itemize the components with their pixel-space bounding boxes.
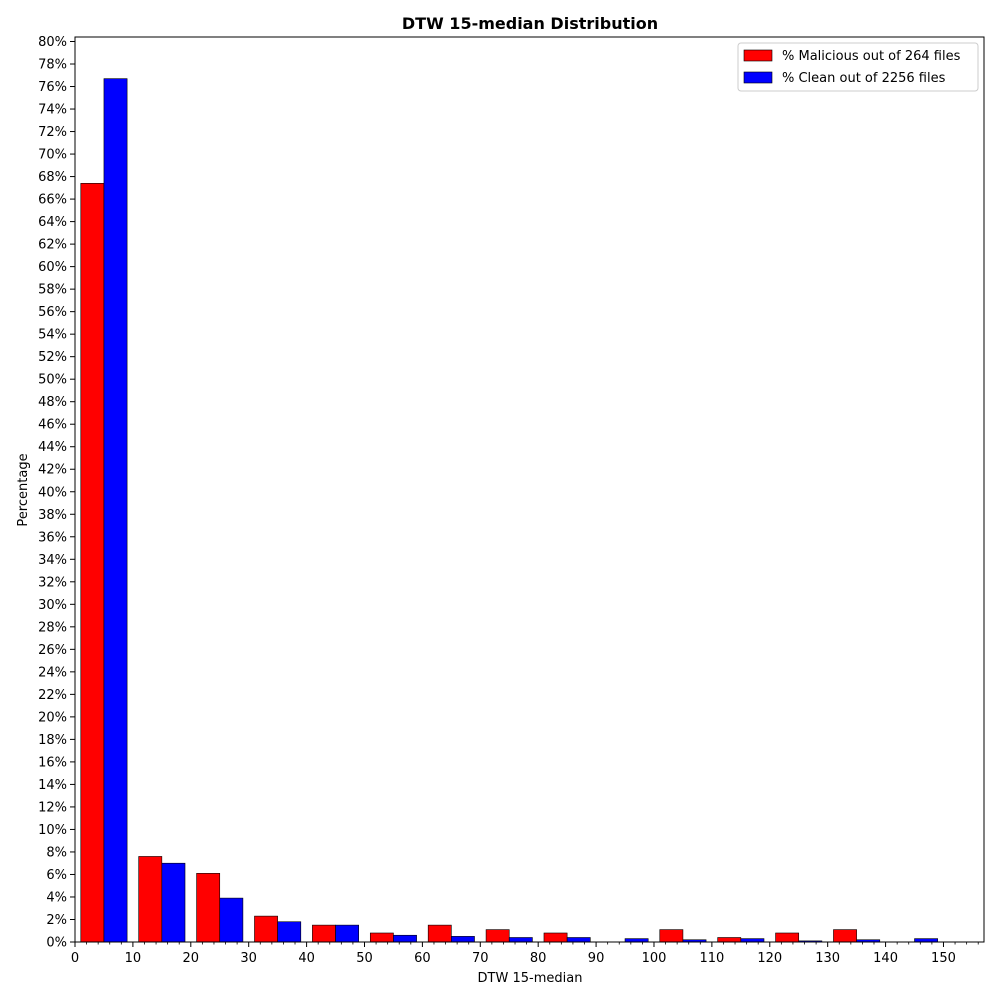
bar-malicious-40: [312, 924, 336, 943]
bar-clean-80: [566, 937, 591, 943]
y-tick-label: 64%: [38, 215, 67, 230]
x-axis: 0 10 20 30 40 50 60 70 80 90 100 110 120 130 140 150: [71, 942, 979, 966]
x-tick-label: 90: [588, 951, 605, 966]
bar-clean-90: [624, 938, 649, 943]
y-tick-label: 6%: [46, 868, 67, 883]
bar-malicious-80: [543, 932, 568, 943]
y-tick-label: 18%: [38, 733, 67, 748]
y-tick-label: 56%: [38, 305, 67, 320]
x-tick-label: 10: [125, 951, 142, 966]
legend: % Malicious out of 264 files % Clean out…: [737, 42, 979, 92]
bar-clean-40: [335, 924, 360, 943]
y-tick-label: 52%: [38, 350, 67, 365]
x-tick-label: 120: [757, 951, 782, 966]
bar-malicious-110: [717, 937, 742, 943]
x-tick-label: 110: [699, 951, 724, 966]
legend-label-clean: % Clean out of 2256 files: [782, 71, 946, 86]
x-tick-label: 20: [183, 951, 200, 966]
y-tick-label: 46%: [38, 418, 67, 433]
y-tick-label: 66%: [38, 193, 67, 208]
y-tick-label: 68%: [38, 170, 67, 185]
bar-malicious-130: [833, 929, 857, 943]
y-tick-label: 44%: [38, 440, 67, 455]
y-tick-label: 32%: [38, 575, 67, 590]
y-tick-label: 50%: [38, 373, 67, 388]
y-tick-label: 36%: [38, 530, 67, 545]
bar-clean-140: [914, 938, 938, 943]
chart-title: DTW 15-median Distribution: [402, 14, 658, 33]
y-tick-label: 58%: [38, 283, 67, 298]
bar-clean-30: [277, 921, 302, 943]
y-tick-label: 42%: [38, 463, 67, 478]
legend-label-malicious: % Malicious out of 264 files: [782, 49, 961, 64]
x-tick-label: 130: [815, 951, 840, 966]
y-tick-label: 72%: [38, 125, 67, 140]
y-tick-label: 24%: [38, 665, 67, 680]
x-tick-label: 40: [298, 951, 315, 966]
bar-malicious-100: [659, 929, 684, 943]
x-tick-label: 80: [530, 951, 547, 966]
y-tick-label: 34%: [38, 553, 67, 568]
x-tick-label: 30: [240, 951, 257, 966]
y-axis-label: Percentage: [16, 453, 31, 526]
y-tick-label: 2%: [46, 913, 67, 928]
y-tick-label: 78%: [38, 58, 67, 73]
x-tick-label: 70: [472, 951, 489, 966]
y-tick-label: 30%: [38, 598, 67, 613]
y-tick-label: 70%: [38, 148, 67, 163]
y-tick-label: 16%: [38, 755, 67, 770]
bar-malicious-120: [775, 932, 800, 943]
x-tick-label: 150: [931, 951, 956, 966]
bar-malicious-70: [485, 929, 510, 943]
y-tick-label: 0%: [46, 936, 67, 951]
bar-clean-70: [508, 937, 533, 943]
bar-malicious-20: [196, 873, 221, 943]
bar-clean-110: [740, 938, 765, 943]
bars-layer: [80, 78, 938, 943]
y-tick-label: 38%: [38, 508, 67, 523]
y-tick-label: 40%: [38, 485, 67, 500]
bar-clean-60: [451, 936, 475, 943]
y-tick-label: 20%: [38, 710, 67, 725]
x-tick-label: 60: [414, 951, 431, 966]
bar-malicious-10: [138, 856, 163, 943]
y-axis: 0% 2% 4% 6% 8% 10% 12% 14% 16% 18% 20% 22% 24% 26% 28%…: [38, 35, 75, 951]
y-tick-label: 48%: [38, 395, 67, 410]
y-tick-label: 60%: [38, 260, 67, 275]
x-axis-label: DTW 15-median: [478, 971, 583, 986]
x-tick-label: 0: [71, 951, 79, 966]
y-tick-label: 62%: [38, 238, 67, 253]
x-tick-label: 140: [873, 951, 898, 966]
y-tick-label: 54%: [38, 328, 67, 343]
bar-clean-50: [393, 934, 417, 943]
legend-swatch-malicious: [743, 49, 773, 62]
y-tick-label: 28%: [38, 620, 67, 635]
bar-clean-10: [161, 862, 186, 943]
y-tick-label: 12%: [38, 800, 67, 815]
x-tick-label: 50: [356, 951, 373, 966]
y-tick-label: 76%: [38, 80, 67, 95]
y-tick-label: 4%: [46, 890, 67, 905]
y-tick-label: 10%: [38, 823, 67, 838]
legend-swatch-clean: [743, 71, 773, 84]
legend-box: [737, 42, 979, 92]
plot-frame: [74, 36, 985, 943]
bar-malicious-50: [369, 932, 394, 943]
y-tick-label: 22%: [38, 688, 67, 703]
y-tick-label: 26%: [38, 643, 67, 658]
y-tick-label: 74%: [38, 103, 67, 118]
bar-malicious-60: [427, 924, 452, 943]
bar-malicious-0: [80, 183, 105, 943]
x-tick-label: 100: [642, 951, 667, 966]
y-tick-label: 8%: [46, 845, 67, 860]
bar-clean-20: [219, 897, 244, 943]
y-tick-label: 14%: [38, 778, 67, 793]
y-tick-label: 80%: [38, 35, 67, 50]
bar-clean-0: [103, 78, 128, 943]
bar-malicious-30: [254, 915, 278, 943]
